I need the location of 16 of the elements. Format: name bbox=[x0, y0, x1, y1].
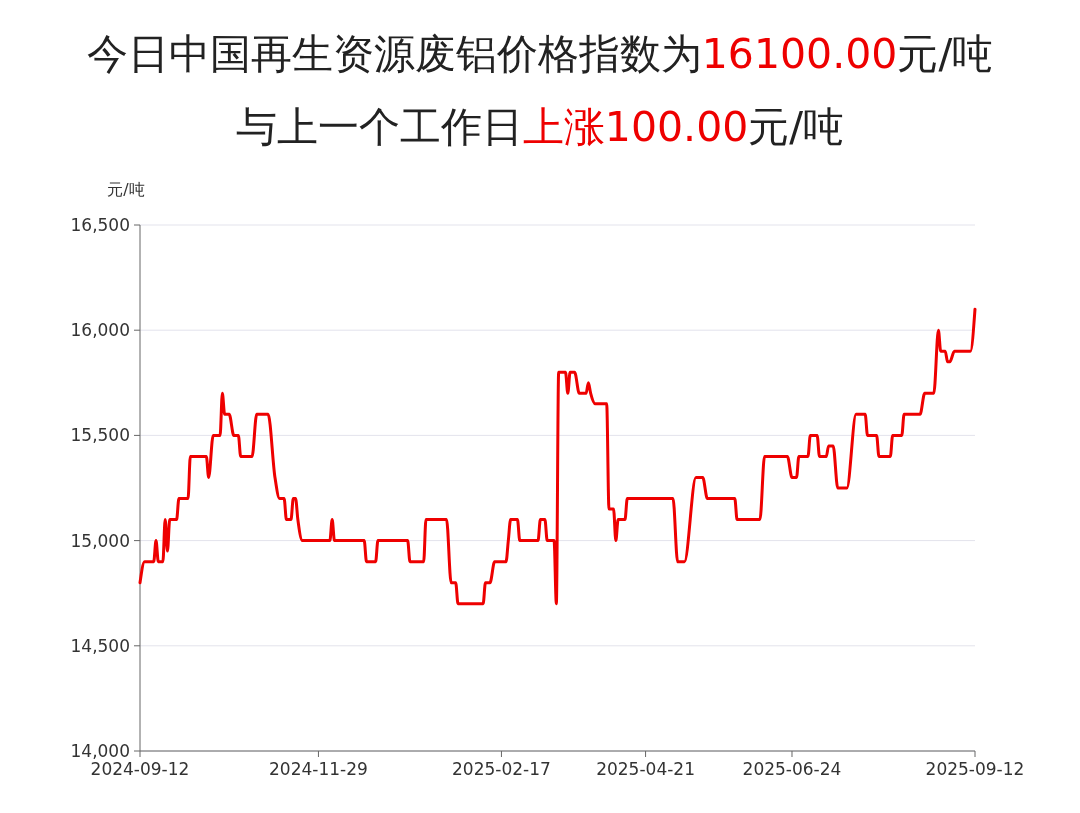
y-tick-label: 16,000 bbox=[70, 320, 130, 341]
x-tick-label: 2025-04-21 bbox=[596, 759, 695, 779]
chart-title: 今日中国再生资源废铝价格指数为16100.00元/吨 bbox=[86, 30, 994, 78]
x-tick-label: 2025-09-12 bbox=[925, 759, 1025, 779]
y-tick-label: 14,000 bbox=[70, 740, 130, 761]
y-tick-label: 16,500 bbox=[70, 214, 130, 235]
chart-subtitle: 与上一个工作日上涨100.00元/吨 bbox=[235, 103, 845, 151]
x-tick-label: 2025-06-24 bbox=[742, 759, 842, 779]
y-tick-label: 15,000 bbox=[70, 530, 130, 551]
y-tick-label: 14,500 bbox=[70, 635, 130, 656]
x-tick-label: 2025-02-17 bbox=[452, 759, 551, 779]
x-tick-label: 2024-09-12 bbox=[90, 759, 190, 779]
y-axis-title: 元/吨 bbox=[107, 180, 145, 199]
y-tick-label: 15,500 bbox=[70, 425, 130, 446]
x-tick-label: 2024-11-29 bbox=[269, 759, 368, 779]
line-series bbox=[138, 307, 977, 606]
